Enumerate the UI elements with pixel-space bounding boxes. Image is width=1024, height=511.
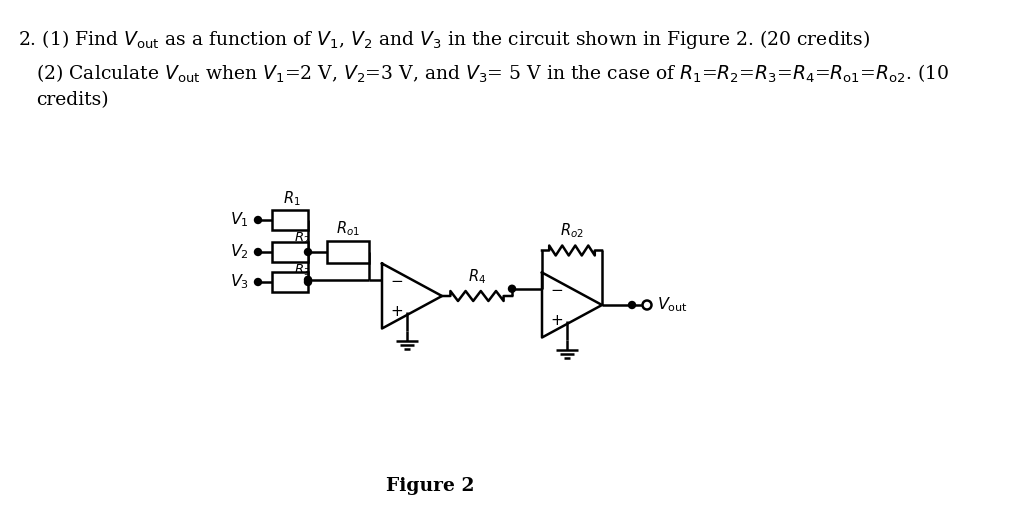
Bar bbox=[272, 272, 308, 292]
Circle shape bbox=[255, 248, 261, 256]
Text: +: + bbox=[390, 304, 402, 319]
Bar bbox=[327, 241, 369, 263]
Circle shape bbox=[509, 285, 515, 292]
Text: $V_1$: $V_1$ bbox=[230, 211, 249, 229]
Text: $V_{\mathrm{out}}$: $V_{\mathrm{out}}$ bbox=[657, 296, 688, 314]
Text: −: − bbox=[550, 283, 563, 298]
Text: $V_3$: $V_3$ bbox=[230, 273, 249, 291]
Circle shape bbox=[255, 278, 261, 286]
Circle shape bbox=[304, 248, 311, 256]
Text: $V_2$: $V_2$ bbox=[230, 243, 249, 261]
Circle shape bbox=[629, 301, 636, 309]
Text: −: − bbox=[390, 274, 402, 289]
Circle shape bbox=[304, 276, 311, 283]
Text: $R_{o2}$: $R_{o2}$ bbox=[560, 222, 584, 241]
Text: +: + bbox=[550, 313, 563, 328]
Text: (2) Calculate $V_{\mathrm{out}}$ when $V_1$=2 V, $V_2$=3 V, and $V_3$= 5 V in th: (2) Calculate $V_{\mathrm{out}}$ when $V… bbox=[36, 63, 949, 85]
Text: $R_3$: $R_3$ bbox=[294, 263, 310, 278]
Text: $R_{o1}$: $R_{o1}$ bbox=[336, 219, 360, 238]
Circle shape bbox=[642, 300, 651, 310]
Bar bbox=[272, 210, 308, 230]
Text: $R_2$: $R_2$ bbox=[294, 231, 310, 246]
Text: $R_1$: $R_1$ bbox=[284, 189, 301, 208]
Circle shape bbox=[304, 278, 311, 286]
Text: 2. (1) Find $V_{\mathrm{out}}$ as a function of $V_1$, $V_2$ and $V_3$ in the ci: 2. (1) Find $V_{\mathrm{out}}$ as a func… bbox=[18, 28, 870, 51]
Text: credits): credits) bbox=[36, 91, 109, 109]
Text: Figure 2: Figure 2 bbox=[386, 477, 474, 495]
Circle shape bbox=[255, 217, 261, 223]
Text: $R_4$: $R_4$ bbox=[468, 267, 486, 286]
Bar bbox=[272, 242, 308, 262]
